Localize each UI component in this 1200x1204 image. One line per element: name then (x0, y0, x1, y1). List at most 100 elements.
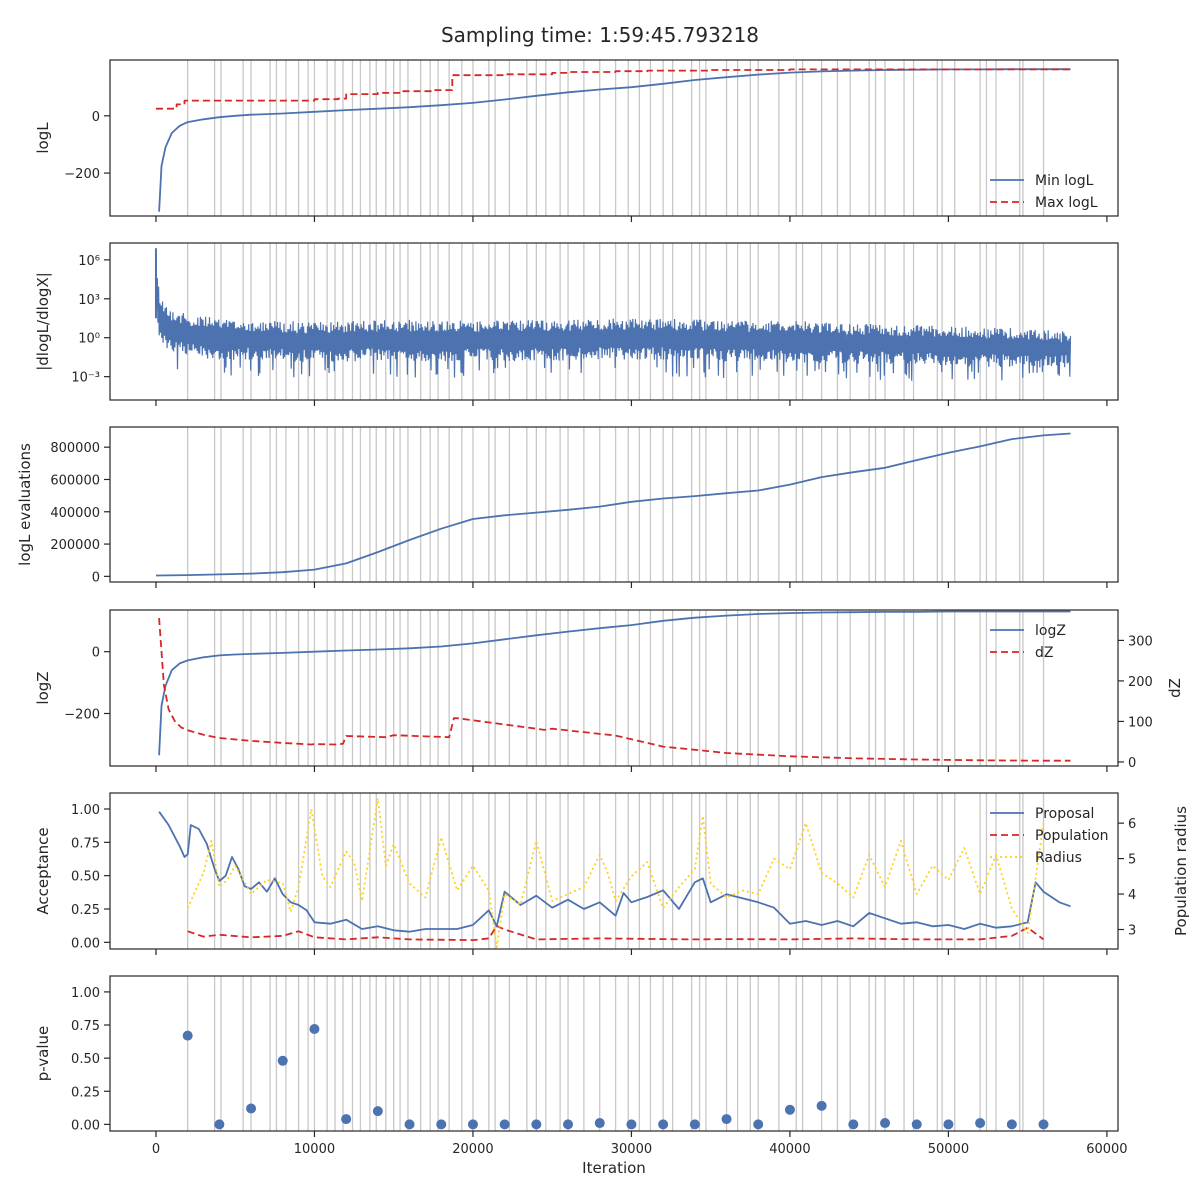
insertion-lines (187, 610, 1045, 766)
legend: Proposal Population Radius (990, 806, 1109, 866)
y-right-tick-label: 3 (1128, 924, 1136, 939)
y-tick-label: 0.00 (71, 936, 100, 951)
plot-frame (109, 426, 1119, 583)
y-tick-label: 0.50 (71, 870, 100, 885)
x-tick-label: 20000 (452, 1142, 493, 1157)
plot-frame (109, 792, 1119, 950)
x-tick-label: 0 (152, 1142, 160, 1157)
y-tick-label: 0.75 (71, 836, 100, 851)
panel-2: 0 200000 400000 600000 800000 logL evaluation… (16, 426, 1119, 588)
series-line-logz (158, 610, 1071, 756)
plot-frame (109, 609, 1119, 767)
series-line-proposal (158, 811, 1071, 933)
panel-0: 0 −200 logL Min logL Max logL (34, 59, 1119, 222)
data-point (277, 1055, 288, 1066)
y-tick-label: 0 (92, 110, 100, 125)
series-line-min-logl (158, 68, 1071, 212)
data-point (626, 1119, 637, 1130)
plot-area (158, 797, 1071, 949)
legend-label: Population (1035, 828, 1109, 844)
y-tick-label: 10³ (78, 293, 100, 308)
panel-4: 0.00 0.25 0.50 0.75 1.00 3 4 5 6 Acceptance Popula… (34, 792, 1190, 955)
data-point (1006, 1119, 1017, 1130)
panel-5: 0.00 0.25 0.50 0.75 1.00 0 10000 20000 30000 4000… (34, 975, 1128, 1177)
y-tick-label: 600000 (50, 473, 100, 488)
data-point (531, 1119, 542, 1130)
plot-area (158, 610, 1071, 762)
series-line-population (187, 925, 1045, 941)
data-point (563, 1119, 574, 1130)
series-line (155, 255, 1072, 381)
y-tick-label: 0 (92, 570, 100, 585)
data-point (1038, 1119, 1049, 1130)
y-right-tick-label: 0 (1128, 756, 1136, 771)
y-right-tick-label: 4 (1128, 888, 1136, 903)
data-point (689, 1119, 700, 1130)
plot-area (155, 432, 1071, 577)
y-right-tick-label: 300 (1128, 634, 1153, 649)
legend-label: Max logL (1035, 195, 1098, 211)
y-right-tick-label: 200 (1128, 675, 1153, 690)
y-axis-label: logZ (34, 671, 52, 704)
insertion-lines (187, 427, 1045, 582)
insertion-lines (187, 793, 1045, 949)
y-tick-label: 1.00 (71, 986, 100, 1001)
data-point (594, 1118, 605, 1129)
series-line-radius (186, 797, 1045, 949)
y-tick-label: 10⁶ (78, 254, 100, 269)
series-line-0 (155, 432, 1071, 577)
data-point (943, 1119, 954, 1130)
data-point (911, 1119, 922, 1130)
data-point (341, 1114, 352, 1125)
legend: logZ dZ (990, 623, 1066, 661)
y-tick-label: 0 (92, 646, 100, 661)
insertion-lines (187, 243, 1045, 400)
y-right-tick-label: 100 (1128, 715, 1153, 730)
panel-1: 10⁶ 10³ 10⁰ 10⁻³ |dlogL/dlogX| (34, 242, 1119, 406)
y-tick-label: 800000 (50, 441, 100, 456)
y-tick-label: 0.25 (71, 903, 100, 918)
y-tick-label: 10⁰ (78, 332, 100, 347)
figure-title: Sampling time: 1:59:45.793218 (441, 23, 759, 47)
y-right-axis-label: Population radius (1172, 806, 1190, 936)
y-axis-label: Acceptance (34, 827, 52, 914)
plot-frame (109, 975, 1119, 1132)
data-point (658, 1119, 669, 1130)
legend-label: Min logL (1035, 173, 1094, 189)
insertion-lines (187, 976, 1045, 1131)
data-point (372, 1106, 383, 1117)
data-point (467, 1119, 478, 1130)
data-point (784, 1104, 795, 1115)
y-tick-label: 400000 (50, 506, 100, 521)
legend-label: logZ (1035, 623, 1066, 639)
data-point (499, 1119, 510, 1130)
x-tick-label: 10000 (294, 1142, 335, 1157)
legend-label: dZ (1035, 645, 1053, 661)
data-point (880, 1118, 891, 1129)
data-point (214, 1119, 225, 1130)
data-point (404, 1119, 415, 1130)
x-tick-label: 50000 (928, 1142, 969, 1157)
series-line-dz (158, 618, 1071, 762)
data-point (721, 1114, 732, 1125)
plot-area (182, 1023, 1049, 1130)
data-point (246, 1103, 257, 1114)
y-right-tick-label: 5 (1128, 853, 1136, 868)
panel-3: 0 −200 0 100 200 300 logZ dZ logZ dZ (34, 609, 1184, 772)
y-tick-label: −200 (64, 167, 100, 182)
y-tick-label: 10⁻³ (71, 371, 100, 386)
y-tick-label: 0.75 (71, 1019, 100, 1034)
y-tick-label: 200000 (50, 538, 100, 553)
insertion-lines (187, 60, 1045, 216)
y-tick-label: −200 (64, 707, 100, 722)
x-tick-label: 40000 (769, 1142, 810, 1157)
x-tick-label: 30000 (611, 1142, 652, 1157)
y-right-axis-label: dZ (1166, 678, 1184, 698)
data-point (975, 1118, 986, 1129)
data-point (848, 1119, 859, 1130)
plot-area (156, 68, 1071, 212)
y-axis-label: p-value (34, 1026, 52, 1082)
plot-frame (109, 59, 1119, 217)
